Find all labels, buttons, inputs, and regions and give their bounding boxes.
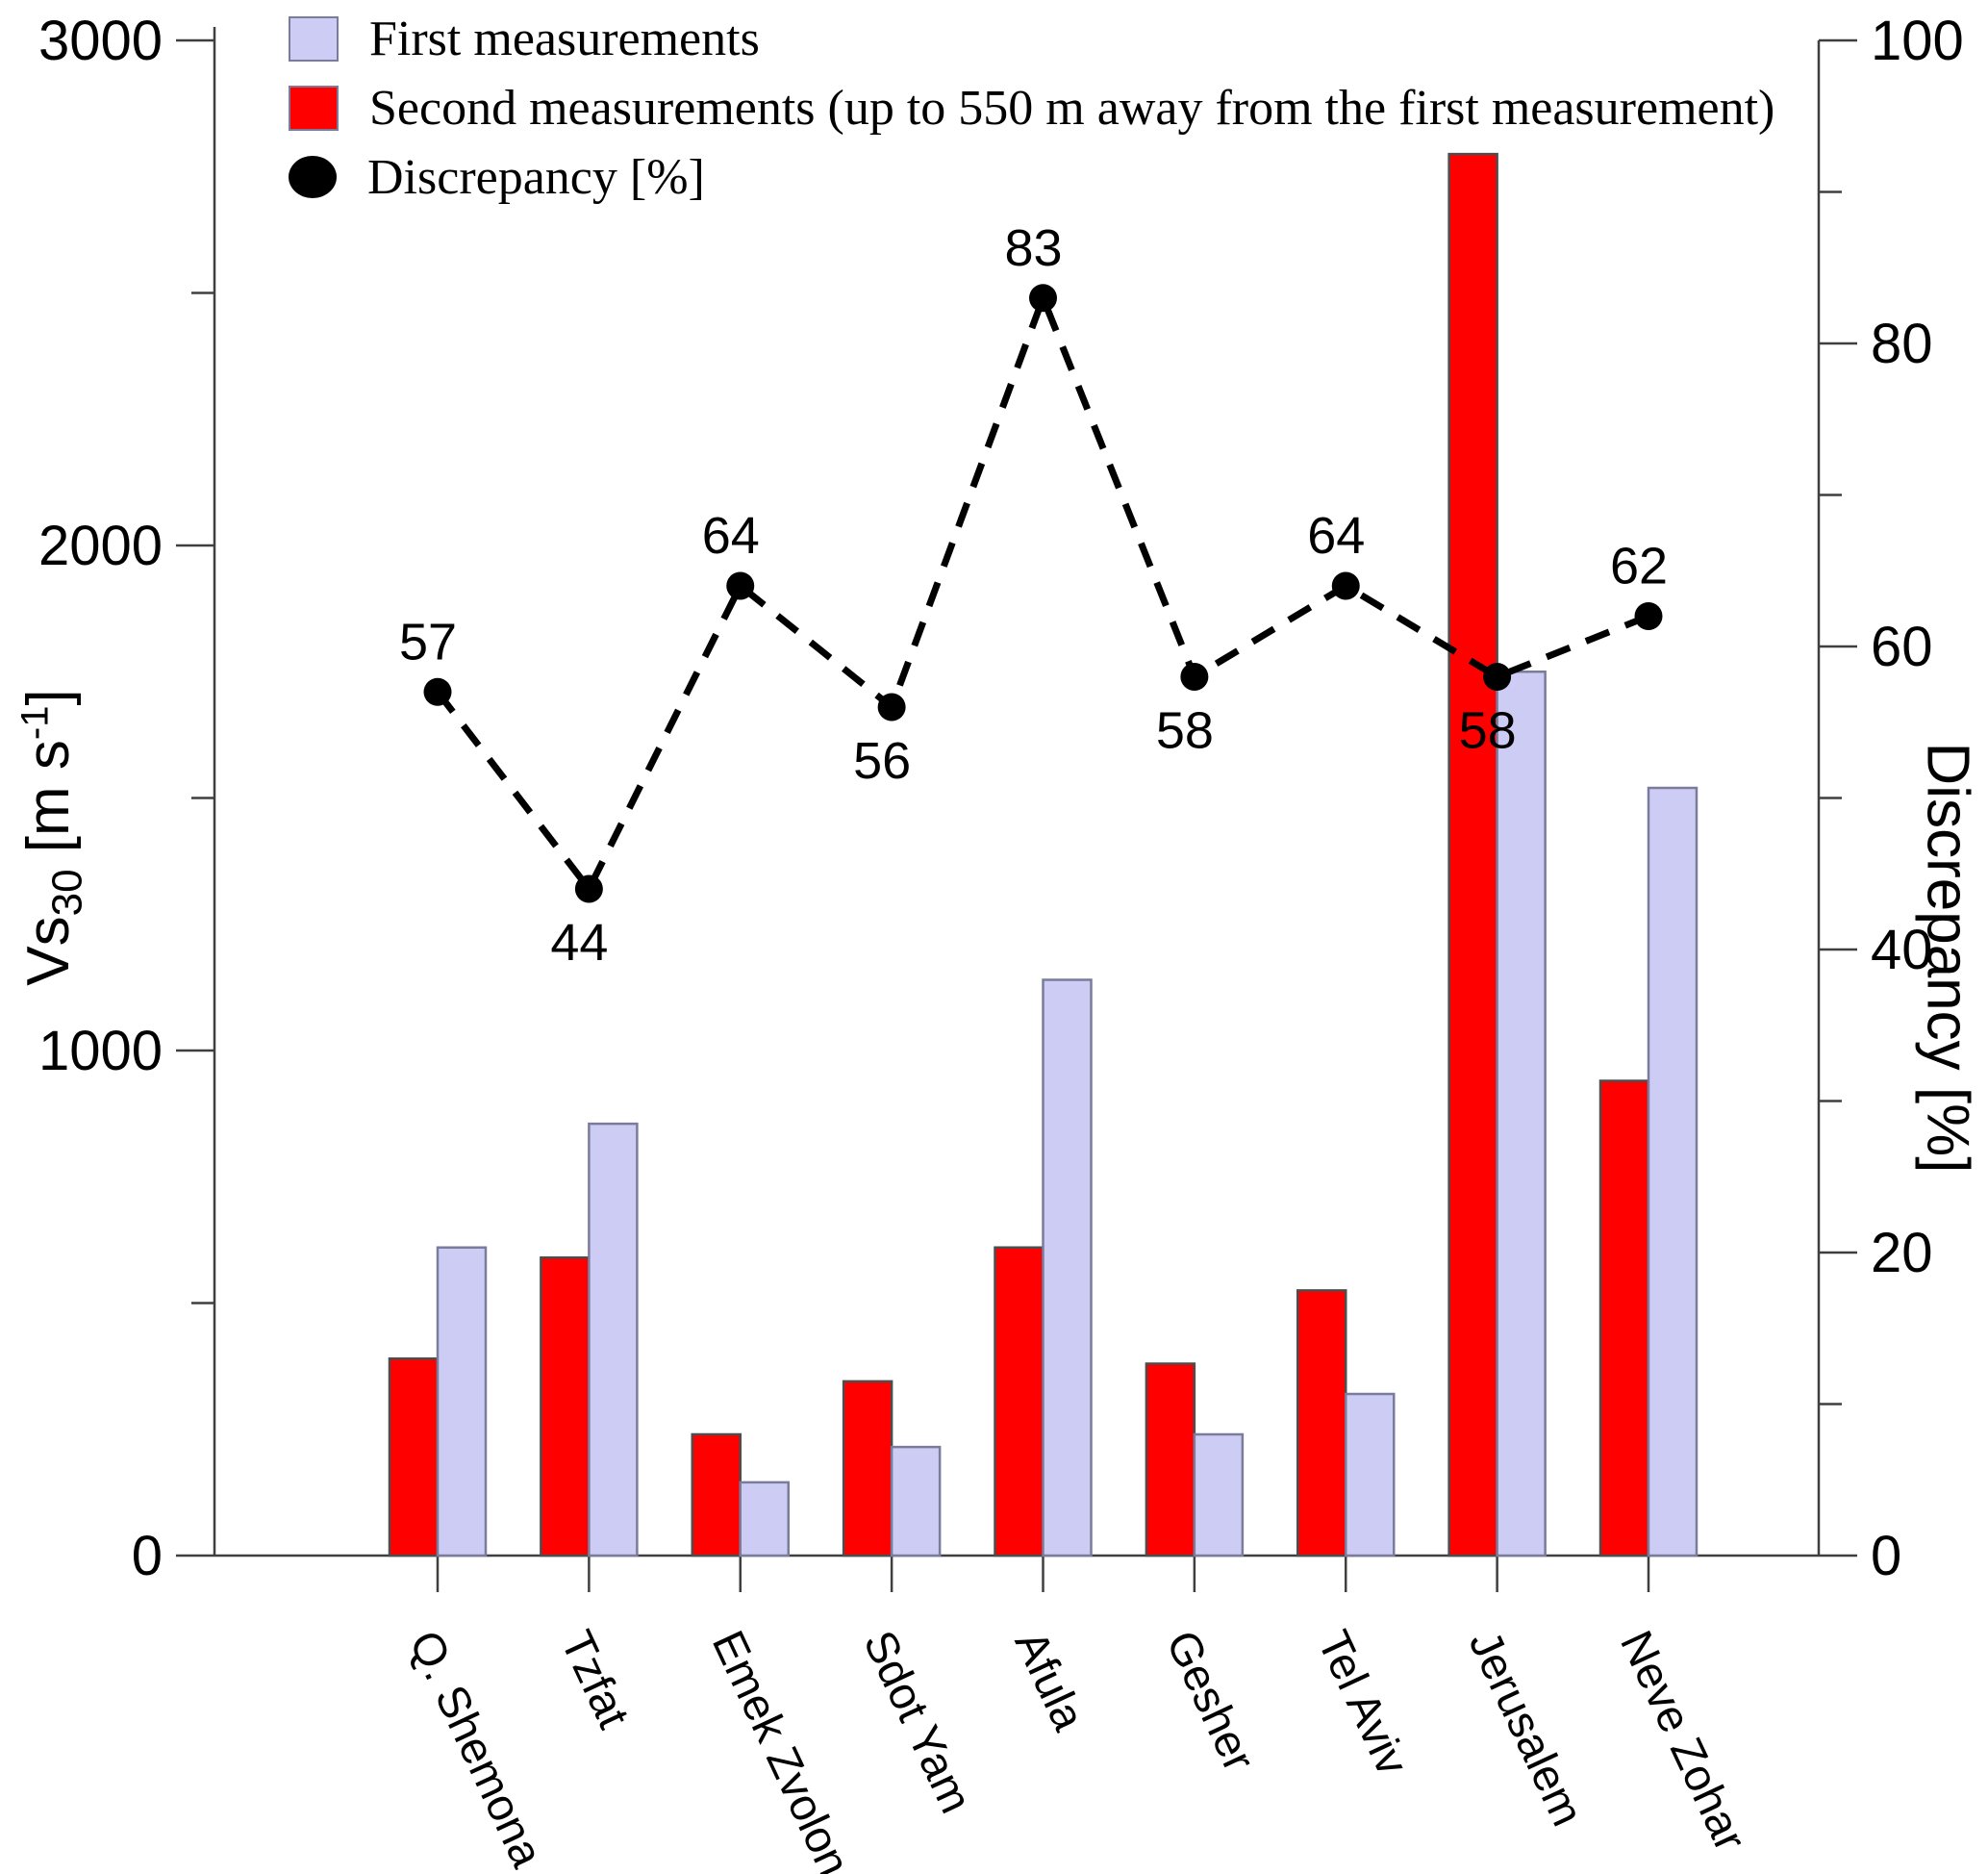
right-axis-title: Discrepancy [%]	[1914, 742, 1981, 1174]
x-axis-category-label: Tel Aviv	[1308, 1623, 1419, 1783]
x-axis-category-label: Gesher	[1157, 1623, 1266, 1779]
right-axis-tick-label: 20	[1871, 1222, 1933, 1284]
legend-item-first-measurements: First measurements	[289, 4, 1774, 73]
discrepancy-value-label: 44	[550, 914, 608, 972]
x-axis-category-label: Q. Shemona	[400, 1623, 554, 1874]
x-axis-category-label: Tzfat	[551, 1623, 640, 1735]
x-axis-category-label: Jerusalem	[1460, 1623, 1595, 1834]
bar-second-measurement	[1296, 1289, 1347, 1557]
discrepancy-point	[877, 693, 906, 722]
discrepancy-point	[1331, 571, 1360, 600]
discrepancy-point	[574, 874, 603, 903]
discrepancy-value-label: 62	[1610, 538, 1668, 595]
discrepancy-value-label: 64	[1307, 507, 1365, 565]
bar-second-measurement	[540, 1256, 591, 1557]
bar-first-measurement	[1345, 1392, 1396, 1557]
bar-first-measurement	[739, 1481, 790, 1557]
legend-item-discrepancy: Discrepancy [%]	[289, 142, 1774, 212]
discrepancy-value-label: 83	[1004, 219, 1062, 277]
discrepancy-value-label: 57	[399, 613, 457, 671]
bar-first-measurement	[436, 1246, 488, 1557]
first-measurements-swatch-icon	[289, 15, 339, 62]
legend: First measurements Second measurements (…	[289, 4, 1774, 212]
right-axis-tick-label: 100	[1871, 10, 1964, 72]
bar-second-measurement	[994, 1246, 1044, 1557]
left-axis-tick-label: 1000	[38, 1020, 163, 1082]
discrepancy-point	[1483, 663, 1512, 691]
x-axis-category-label: Afula	[1005, 1623, 1095, 1738]
discrepancy-point	[1634, 602, 1663, 630]
right-axis-tick-label: 80	[1871, 313, 1933, 375]
bar-first-measurement	[1193, 1432, 1245, 1557]
right-axis-tick-label: 60	[1871, 616, 1933, 678]
bar-second-measurement	[388, 1357, 440, 1557]
discrepancy-value-label: 58	[1156, 702, 1214, 760]
legend-item-second-measurements: Second measurements (up to 550 m away fr…	[289, 73, 1774, 142]
bar-second-measurement	[1598, 1079, 1650, 1557]
discrepancy-line	[435, 289, 1650, 896]
bar-first-measurement	[588, 1122, 639, 1557]
discrepancy-point	[1029, 284, 1057, 313]
legend-label-first: First measurements	[369, 11, 760, 66]
bar-second-measurement	[691, 1432, 742, 1557]
bar-first-measurement	[1496, 671, 1547, 1557]
legend-label-discrepancy: Discrepancy [%]	[367, 149, 705, 205]
left-axis-tick-label: 0	[132, 1525, 163, 1587]
left-axis-title: Vs30 [m s-1]	[13, 689, 91, 986]
second-measurements-swatch-icon	[289, 85, 339, 131]
right-axis-tick-label: 0	[1871, 1525, 1901, 1587]
bar-second-measurement	[1145, 1362, 1196, 1557]
discrepancy-point	[1180, 663, 1209, 691]
bar-second-measurement	[842, 1380, 893, 1557]
discrepancy-point	[423, 677, 452, 706]
bar-first-measurement	[1042, 978, 1093, 1557]
x-axis-category-label: Neve Zohar	[1611, 1623, 1757, 1859]
x-axis-category-label: Emek Zvolon	[703, 1623, 861, 1874]
discrepancy-marker-icon	[289, 156, 337, 198]
legend-label-second: Second measurements (up to 550 m away fr…	[369, 80, 1775, 136]
x-axis-category-label: Sdot Yam	[854, 1623, 982, 1821]
discrepancy-value-label: 58	[1459, 702, 1517, 760]
bar-first-measurement	[890, 1445, 942, 1557]
bar-first-measurement	[1647, 786, 1699, 1557]
discrepancy-point	[726, 571, 755, 600]
discrepancy-value-label: 64	[702, 507, 760, 565]
discrepancy-value-label: 56	[853, 732, 911, 790]
bar-second-measurement	[1447, 152, 1498, 1557]
left-axis-tick-label: 3000	[38, 10, 163, 72]
left-axis-tick-label: 2000	[38, 515, 163, 577]
right-axis-tick-label: 40	[1871, 919, 1933, 981]
